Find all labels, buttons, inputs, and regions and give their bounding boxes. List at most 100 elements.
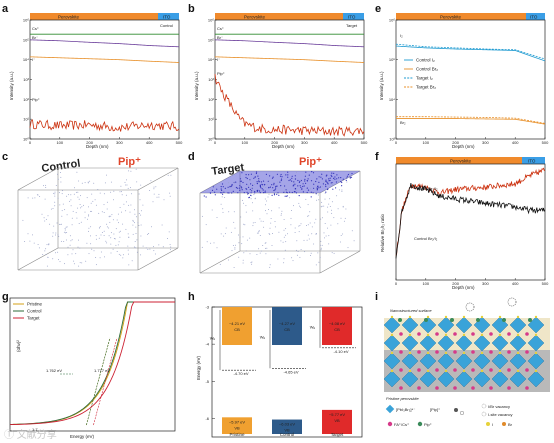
ion-dot [234,248,236,250]
ion-dot [103,193,105,195]
ion-dot [294,232,296,233]
legend-fa-cs: FA⁺/Cs⁺ [394,422,409,427]
octahedron [383,316,401,334]
ion-dot [239,185,241,187]
a-site-cation [417,386,421,390]
ion-dot [287,176,289,178]
ion-dot [297,185,299,187]
ion-dot [118,222,119,224]
vb-label: VB [334,418,340,423]
fermi-label: -4.70 eV [233,371,248,376]
ion-dot [118,241,120,243]
ion-dot [339,241,341,243]
fermi-label: -4.10 eV [333,349,348,354]
ion-dot [266,213,268,215]
ion-dot [338,177,340,179]
ion-dot [281,176,283,178]
ion-dot [95,257,97,258]
halide-atom [534,351,538,355]
ion-dot [66,232,68,233]
ion-dot [113,190,115,192]
ion-dot [277,192,279,194]
ion-dot [71,239,73,241]
ion-dot [47,257,49,258]
ion-dot [311,233,313,235]
panel-b: Perovskite ITO Target 0 100 200 300 400 500 10… [194,13,368,149]
ion-dot [220,192,222,194]
ion-dot [228,256,230,258]
ion-dot [302,185,304,188]
plot-frame [395,19,546,140]
ion-dot [241,243,243,245]
ion-dot [122,254,124,256]
ion-dot [340,217,342,219]
ion-dot [108,216,110,218]
a-site-cation [525,350,529,354]
ion-dot [347,173,349,176]
ion-dot [233,267,235,268]
panel-label-f: f [375,151,379,163]
ion-dot [229,186,231,188]
ion-dot [281,210,283,212]
ion-dot [248,192,250,194]
ion-dot [289,179,291,181]
ion-dot [110,243,112,245]
ion-dot [296,240,298,242]
ion-dot [45,248,47,250]
panel-label-d: d [188,151,195,163]
ion-dot [80,195,81,197]
ion-dot [262,220,264,222]
ion-dot [134,241,136,242]
y-tick-label: 10¹ [208,117,214,122]
a-site-cation [489,350,493,354]
ion-dot [331,172,333,174]
ion-dot [309,211,311,213]
ion-dot [299,205,300,207]
ion-dot [32,197,34,199]
pip-cation [398,318,402,322]
series-line [9,301,175,426]
ion-dot [273,194,276,196]
ion-dot [142,204,144,206]
ion-dot [243,192,245,194]
ion-dot [79,262,81,264]
ion-dot [259,185,262,187]
ion-dot [324,198,326,200]
ion-dot [258,178,260,180]
cb-label: ~4.08 eV [329,321,345,326]
ion-dot [43,217,45,219]
ion-dot [22,219,24,221]
ion-dot [108,227,110,229]
ion-dot [299,185,301,187]
ion-dot [291,210,292,211]
a-site-cation [435,332,439,336]
a-site-cation [435,350,439,354]
ion-dot [84,217,86,219]
x-tick-label: 500 [542,281,549,286]
ion-dot [128,204,130,206]
ion-dot [227,192,229,194]
ion-dot [90,202,92,204]
ion-dot [158,196,160,198]
band-right-label: ITO [530,15,538,20]
ion-dot [58,259,59,261]
ion-dot [320,206,322,208]
y-axis-label: Intensity (a.u.) [379,71,384,100]
ion-dot [274,221,276,222]
ion-dot [50,208,52,210]
band-right-label: ITO [348,15,356,20]
ion-dot [106,242,108,244]
cb-bar [222,307,252,345]
halide-atom [462,351,466,355]
ion-dot [327,211,329,213]
ion-dot [140,184,142,186]
ion-dot [323,205,325,207]
ion-dot [274,189,276,191]
ion-dot [89,180,91,182]
iodide-icon [486,422,490,426]
halide-atom [408,351,412,355]
ion-dot [90,235,91,237]
y-tick-label: 10¹ [23,117,29,122]
x-tick-label: 400 [331,140,338,145]
ion-dot [307,189,310,191]
